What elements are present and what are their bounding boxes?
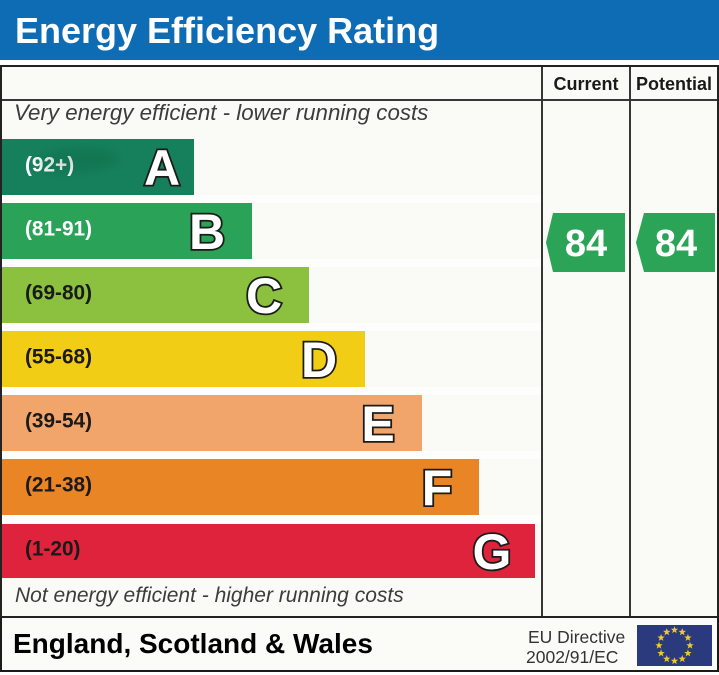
svg-text:84: 84	[565, 223, 607, 265]
svg-text:C: C	[246, 268, 282, 323]
svg-text:D: D	[301, 332, 337, 387]
svg-text:F: F	[422, 460, 453, 515]
svg-text:84: 84	[655, 223, 697, 265]
svg-text:G: G	[473, 524, 512, 579]
svg-text:A: A	[144, 140, 180, 195]
svg-text:B: B	[189, 204, 225, 259]
svg-text:E: E	[361, 396, 394, 451]
